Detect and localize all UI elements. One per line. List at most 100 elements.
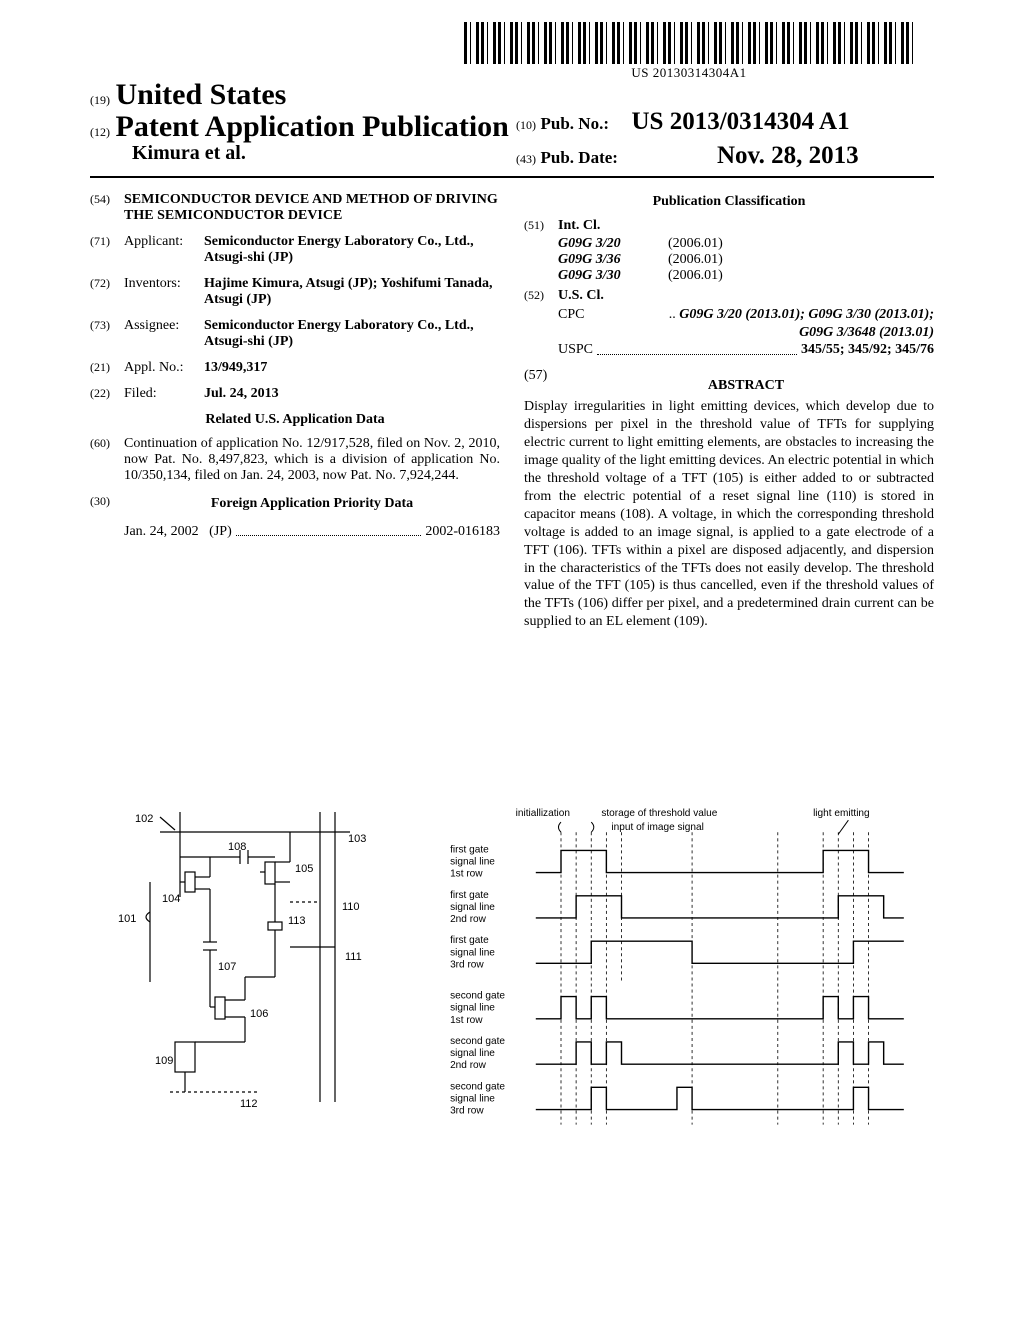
pub-date-line: (43) Pub. Date: Nov. 28, 2013 [516,142,930,170]
barcode-text: US 20130314304A1 [464,65,914,81]
intcl-row-0: G09G 3/20 (2006.01) [558,236,934,252]
r1l3: 2nd row [450,914,487,925]
foreign-appno: 2002-016183 [425,524,500,540]
r3l2: signal line [450,1003,495,1014]
r5l2: signal line [450,1094,495,1105]
line-12: (12) Patent Application Publication [90,110,512,144]
header: (19) United States (12) Patent Applicati… [90,78,934,170]
f72-num: (72) [90,276,124,308]
pubno-num: (10) [516,118,536,132]
lbl-111: 111 [345,951,362,963]
intcl-year-0: (2006.01) [668,236,758,252]
dotfill [236,524,422,536]
timing-figure: initiallization storage of threshold val… [440,802,924,1150]
lbl-104: 104 [162,893,180,905]
lbl-105: 105 [295,863,313,875]
pubclass-head: Publication Classification [524,194,934,210]
authors: Kimura et al. [90,142,512,165]
field-71: (71) Applicant: Semiconductor Energy Lab… [90,234,500,266]
abstract-head: ABSTRACT [558,378,934,394]
left-column: (54) SEMICONDUCTOR DEVICE AND METHOD OF … [90,192,500,631]
field-52: (52) U.S. Cl. [524,288,934,304]
f73-num: (73) [90,318,124,350]
r1l2: signal line [450,902,495,913]
field-57: (57) ABSTRACT [524,368,934,398]
intcl-label: Int. Cl. [558,218,600,233]
foreign-head: Foreign Application Priority Data [124,496,500,512]
cpc-text1: G09G 3/20 (2013.01); G09G 3/30 (2013.01)… [679,307,934,322]
pubno-label: Pub. No.: [541,114,609,133]
f72-label: Inventors: [124,276,204,308]
pubdate-num: (43) [516,152,536,166]
r0l3: 1st row [450,869,483,880]
uscl-label: U.S. Cl. [558,288,604,303]
field-22: (22) Filed: Jul. 24, 2013 [90,386,500,402]
r0l1: first gate [450,845,489,856]
field-30: (30) Foreign Application Priority Data [90,494,500,520]
f52-num: (52) [524,288,558,304]
f22-num: (22) [90,386,124,402]
r4l1: second gate [450,1036,505,1047]
foreign-priority-row: Jan. 24, 2002 (JP) 2002-016183 [124,524,500,540]
pub-no-line: (10) Pub. No.: US 2013/0314304 A1 [516,108,930,136]
intcl-row-2: G09G 3/30 (2006.01) [558,268,934,284]
f21-num: (21) [90,360,124,376]
r2l2: signal line [450,947,495,958]
tl-init: initiallization [516,808,570,819]
lbl-110: 110 [342,901,360,913]
uspc-val: 345/55; 345/92; 345/76 [801,342,934,357]
r2l3: 3rd row [450,960,484,971]
r4l3: 2nd row [450,1060,487,1071]
f22-label: Filed: [124,386,204,402]
cpc-label: CPC [558,306,584,324]
filed-date: Jul. 24, 2013 [204,386,279,401]
intcl-year-2: (2006.01) [668,268,758,284]
lbl-112: 112 [240,1098,258,1110]
intcl-year-1: (2006.01) [668,252,758,268]
lbl-109: 109 [155,1055,173,1067]
line-19: (19) United States [90,78,512,112]
f57-num: (57) [524,368,558,398]
intcl-code-0: G09G 3/20 [558,236,668,252]
tl-input: input of image signal [611,822,703,833]
lbl-106: 106 [250,1008,268,1020]
f51-num: (51) [524,218,558,234]
doc-kind: Patent Application Publication [116,110,509,143]
right-column: Publication Classification (51) Int. Cl.… [524,192,934,631]
assignee: Semiconductor Energy Laboratory Co., Ltd… [204,318,500,350]
header-rule [90,176,934,178]
circuit-figure: 102 103 108 104 105 113 110 111 101 107 … [100,802,390,1127]
field-54: (54) SEMICONDUCTOR DEVICE AND METHOD OF … [90,192,500,224]
r0l2: signal line [450,857,495,868]
barcode-graphic [464,22,914,64]
pubdate-val: Nov. 28, 2013 [717,142,859,169]
field-60: (60) Continuation of application No. 12/… [90,436,500,484]
field-51: (51) Int. Cl. [524,218,934,234]
f71-num: (71) [90,234,124,266]
barcode-block: US 20130314304A1 [464,22,914,81]
lbl-101: 101 [118,913,136,925]
field-72: (72) Inventors: Hajime Kimura, Atsugi (J… [90,276,500,308]
intcl-code-1: G09G 3/36 [558,252,668,268]
lbl-102: 102 [135,813,153,825]
f71-label: Applicant: [124,234,204,266]
related-text: Continuation of application No. 12/917,5… [124,436,500,484]
dotfill [597,342,797,354]
lbl-113: 113 [288,915,306,927]
intcl-row-1: G09G 3/36 (2006.01) [558,252,934,268]
lbl-108: 108 [228,841,246,853]
foreign-cc: (JP) [209,524,232,540]
num-19: (19) [90,93,110,107]
cpc-text2: G09G 3/3648 (2013.01) [799,325,934,340]
num-12: (12) [90,125,110,139]
field-21: (21) Appl. No.: 13/949,317 [90,360,500,376]
r5l3: 3rd row [450,1106,484,1117]
tl-storage: storage of threshold value [601,808,717,819]
applicant: Semiconductor Energy Laboratory Co., Ltd… [204,234,500,266]
body-columns: (54) SEMICONDUCTOR DEVICE AND METHOD OF … [90,192,934,631]
r1l1: first gate [450,890,489,901]
f73-label: Assignee: [124,318,204,350]
r2l1: first gate [450,935,489,946]
r4l2: signal line [450,1048,495,1059]
foreign-date: Jan. 24, 2002 [124,524,199,540]
